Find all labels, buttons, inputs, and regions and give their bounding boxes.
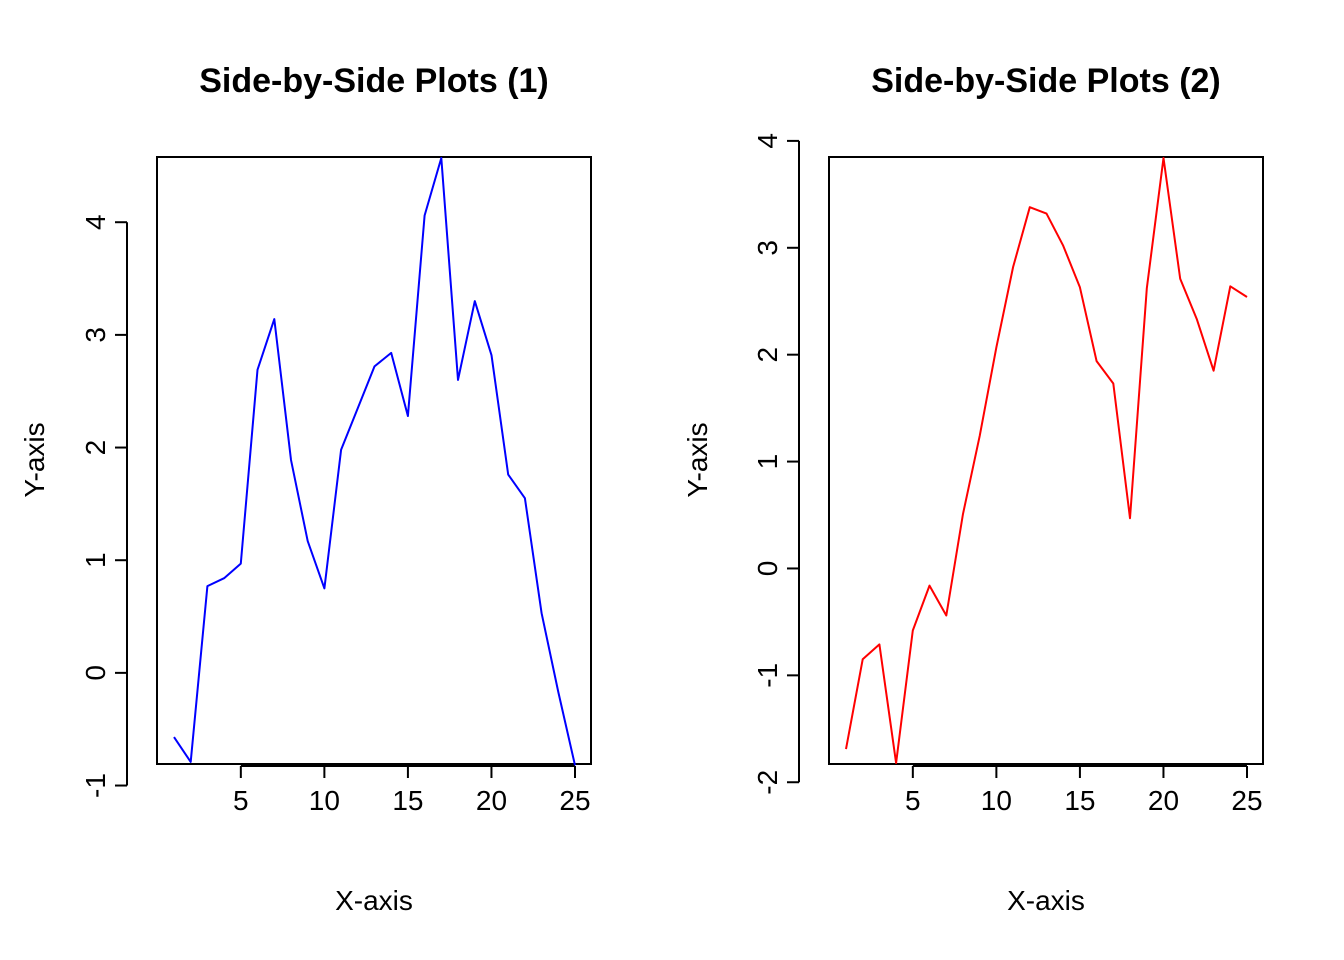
x-tick-label: 20 — [476, 785, 507, 816]
plot-frame — [828, 156, 1264, 765]
x-tick-label: 10 — [981, 785, 1012, 816]
x-tick-label: 5 — [905, 785, 921, 816]
chart-panel-right: Side-by-Side Plots (2) X-axis Y-axis 5 10… — [682, 62, 1264, 916]
x-tick-label: 25 — [559, 785, 590, 816]
y-tick-label: 1 — [80, 552, 111, 568]
y-tick-label: 0 — [752, 561, 783, 577]
x-axis-title: X-axis — [335, 885, 413, 916]
chart-title: Side-by-Side Plots (1) — [199, 62, 549, 100]
y-tick-label: 0 — [80, 665, 111, 681]
chart-title: Side-by-Side Plots (2) — [871, 62, 1221, 100]
y-tick-label: 3 — [752, 240, 783, 256]
x-tick-label: 10 — [309, 785, 340, 816]
x-axis-title: X-axis — [1007, 885, 1085, 916]
series-line — [173, 157, 576, 766]
x-tick-label: 25 — [1231, 785, 1262, 816]
chart-panel-left: Side-by-Side Plots (1) X-axis Y-axis 5 10… — [19, 62, 592, 916]
plot-frame — [156, 156, 592, 765]
x-tick-label: 5 — [233, 785, 249, 816]
y-tick-label: 4 — [752, 133, 783, 149]
x-tick-label: 15 — [392, 785, 423, 816]
y-tick-label: 4 — [80, 214, 111, 230]
y-axis-title: Y-axis — [682, 422, 713, 497]
y-tick-label: 2 — [752, 347, 783, 363]
y-axis-title: Y-axis — [19, 422, 50, 497]
x-tick-label: 15 — [1064, 785, 1095, 816]
series-line — [845, 157, 1248, 764]
y-tick-label: -1 — [752, 663, 783, 688]
y-tick-label: -1 — [80, 773, 111, 798]
y-tick-label: 2 — [80, 440, 111, 456]
x-tick-label: 20 — [1148, 785, 1179, 816]
y-tick-label: 3 — [80, 327, 111, 343]
y-tick-label: 1 — [752, 454, 783, 470]
y-tick-label: -2 — [752, 770, 783, 795]
